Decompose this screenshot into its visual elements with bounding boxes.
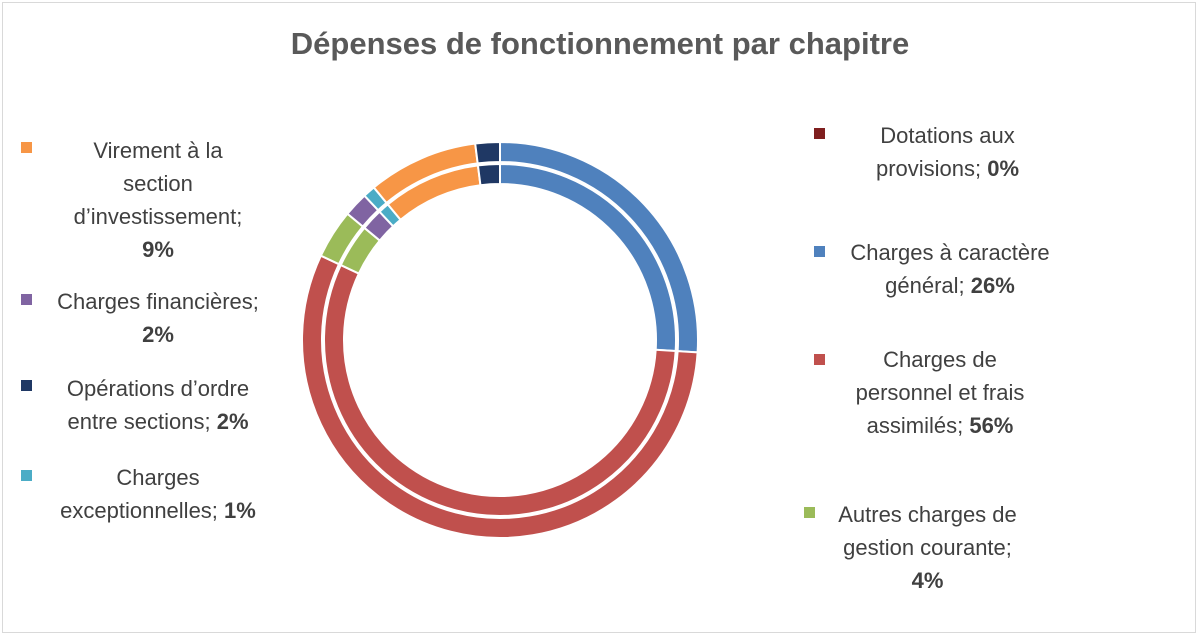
legend-value-personnel: 56%: [969, 413, 1014, 438]
legend-item-personnel: Charges de personnel et frais assimilés;…: [855, 347, 1025, 438]
legend-item-operations: Opérations d’ordre entre sections; 2%: [66, 376, 250, 434]
legend-value-virement: 9%: [142, 237, 174, 262]
legend-item-exceptionnelles: Charges exceptionnelles; 1%: [60, 465, 256, 523]
legend-swatch-virement: [21, 142, 32, 153]
legend-value-autres-charges: 4%: [911, 568, 944, 593]
legend-swatch-exceptionnelles: [21, 470, 32, 481]
legend-value-financieres: 2%: [142, 322, 174, 347]
legend-value-exceptionnelles: 1%: [224, 498, 256, 523]
legend-item-autres-charges: Autres charges de gestion courante; 4%: [815, 498, 1040, 597]
legend-item-virement: Virement à la section d’investissement; …: [38, 134, 278, 266]
legend-value-operations: 2%: [216, 409, 249, 434]
legend-item-dotations: Dotations aux provisions; 0%: [875, 123, 1020, 181]
legend-item-financieres: Charges financières; 2%: [38, 285, 278, 351]
chart-title: Dépenses de fonctionnement par chapitre: [290, 26, 910, 61]
legend-swatch-autres-charges: [804, 507, 815, 518]
donut-slice-outer-7: [474, 140, 501, 165]
legend-swatch-operations: [21, 380, 32, 391]
legend-swatch-personnel: [814, 354, 825, 365]
legend-item-caractere-general: Charges à caractère général; 26%: [850, 240, 1050, 298]
donut-slice-inner-0: [499, 162, 677, 353]
legend-swatch-financieres: [21, 294, 32, 305]
legend-swatch-caractere-general: [814, 246, 825, 257]
donut-slice-inner-7: [476, 162, 501, 187]
legend-swatch-dotations: [814, 128, 825, 139]
donut-chart: [301, 140, 699, 539]
legend-value-dotations: 0%: [987, 156, 1020, 181]
legend-value-caractere-general: 26%: [970, 273, 1015, 298]
